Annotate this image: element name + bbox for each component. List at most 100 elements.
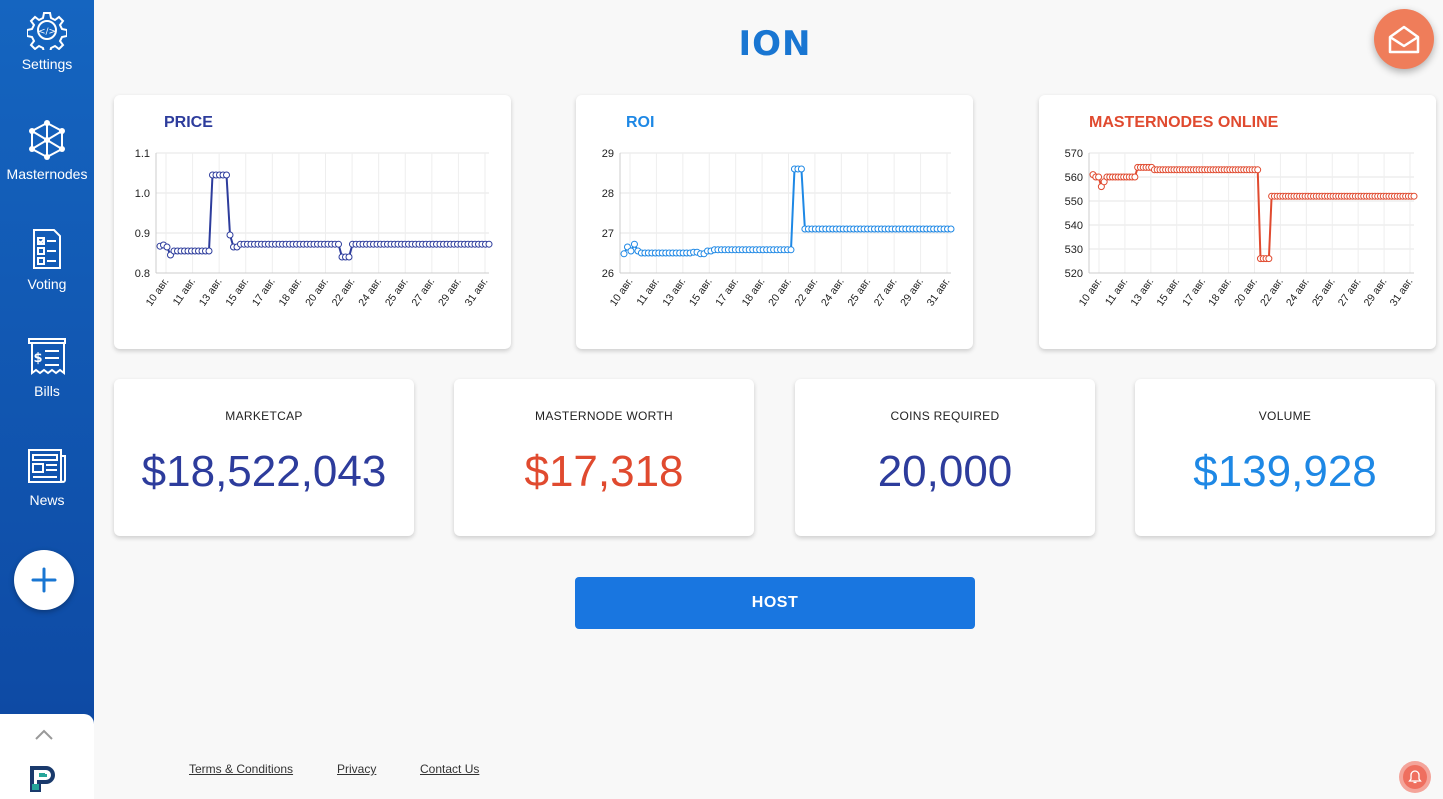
x-tick-label: 25 авг.	[1310, 276, 1338, 309]
notification-button[interactable]	[1399, 761, 1431, 793]
sidebar-item-label: News	[29, 492, 65, 508]
x-tick-label: 31 авг.	[1388, 276, 1416, 309]
x-tick-label: 15 авг.	[1154, 276, 1182, 309]
gear-code-icon: </>	[27, 12, 67, 50]
x-tick-label: 24 авг.	[1284, 276, 1312, 309]
data-point	[1095, 173, 1103, 181]
data-point	[1265, 255, 1273, 263]
x-tick-label: 17 авг.	[713, 276, 741, 309]
x-tick-label: 10 авг.	[608, 276, 636, 309]
data-point	[1131, 173, 1139, 181]
x-tick-label: 11 авг.	[634, 276, 661, 308]
stat-label: VOLUME	[1258, 409, 1312, 423]
host-button[interactable]: HOST	[575, 577, 975, 629]
terms-link[interactable]: Terms & Conditions	[189, 762, 294, 776]
sidebar-item-settings[interactable]: </> Settings	[0, 10, 94, 72]
sidebar-item-label: Bills	[34, 383, 60, 399]
grid	[1088, 152, 1414, 274]
x-tick-label: 13 авг.	[197, 276, 225, 309]
newspaper-icon	[28, 449, 66, 483]
mail-button[interactable]	[1374, 9, 1434, 69]
x-tick-label: 18 авг.	[276, 276, 304, 309]
chart-title: PRICE	[164, 114, 213, 131]
stat-card-marketcap: MARKETCAP $18,522,043	[114, 379, 414, 536]
stat-value: $139,928	[1193, 447, 1377, 496]
x-tick-label: 31 авг.	[463, 276, 491, 309]
y-tick-label: 1.0	[135, 188, 150, 200]
y-tick-label: 1.1	[135, 148, 150, 160]
y-tick-label: 26	[602, 268, 614, 280]
x-tick-label: 15 авг.	[223, 276, 251, 309]
chevron-up-icon[interactable]	[33, 728, 55, 742]
x-tick-label: 22 авг.	[792, 276, 820, 309]
sidebar-item-news[interactable]: News	[0, 446, 94, 508]
y-tick-label: 560	[1065, 172, 1083, 184]
checklist-icon	[33, 229, 61, 269]
grid	[155, 152, 489, 274]
x-tick-label: 24 авг.	[356, 276, 384, 309]
stat-card-volume: VOLUME $139,928	[1135, 379, 1435, 536]
chart-title: ROI	[626, 114, 655, 131]
plus-icon	[31, 567, 57, 593]
series-line	[623, 168, 951, 255]
y-tick-label: 530	[1065, 244, 1083, 256]
x-tick-label: 29 авг.	[1362, 276, 1390, 309]
y-tick-label: 29	[602, 148, 614, 160]
x-tick-label: 22 авг.	[1258, 276, 1286, 309]
x-tick-label: 20 авг.	[303, 276, 331, 309]
mail-icon	[1388, 25, 1420, 54]
y-tick-label: 0.9	[135, 228, 150, 240]
sidebar-item-voting[interactable]: Voting	[0, 228, 94, 292]
y-tick-label: 28	[602, 188, 614, 200]
y-tick-label: 550	[1065, 196, 1083, 208]
sidebar-item-bills[interactable]: $ Bills	[0, 337, 94, 399]
data-point	[345, 253, 353, 261]
x-tick-label: 10 авг.	[144, 276, 172, 309]
stat-value: $18,522,043	[141, 447, 387, 496]
contact-link[interactable]: Contact Us	[420, 762, 480, 776]
x-tick-label: 27 авг.	[872, 276, 900, 309]
x-tick-label: 17 авг.	[1180, 276, 1208, 309]
price-chart-card: PRICE 0.8 0.9 1.0 1.1 10 авг. 11 авг. 13 авг. 1…	[114, 95, 511, 349]
sidebar-item-label: Settings	[21, 56, 73, 72]
y-tick-label: 570	[1065, 148, 1083, 160]
data-point	[163, 243, 171, 251]
sidebar-item-label: Voting	[27, 276, 67, 292]
price-chart: 0.8 0.9 1.0 1.1 10 авг. 11 авг.13 авг.15 авг.…	[135, 148, 493, 309]
data-point	[205, 247, 213, 255]
y-tick-label: 0.8	[135, 268, 150, 280]
x-tick-label: 29 авг.	[436, 276, 464, 309]
sidebar-footer	[0, 714, 94, 799]
sidebar-item-masternodes[interactable]: Masternodes	[0, 120, 94, 182]
x-tick-label: 24 авг.	[819, 276, 847, 309]
svg-text:$: $	[33, 351, 42, 366]
data-point	[1254, 166, 1262, 174]
x-tick-label: 13 авг.	[1128, 276, 1156, 309]
x-tick-label: 10 авг.	[1077, 276, 1105, 309]
masternodes-chart-card: MASTERNODES ONLINE 520 530 540 550 560 570 10 …	[1039, 95, 1436, 349]
x-tick-label: 25 авг.	[845, 276, 873, 309]
x-tick-label: 13 авг.	[660, 276, 688, 309]
x-tick-label: 11 авг.	[171, 276, 198, 308]
data-point	[485, 240, 493, 248]
network-node-icon	[29, 120, 65, 160]
stat-value: 20,000	[877, 447, 1013, 496]
x-tick-label: 22 авг.	[330, 276, 358, 309]
privacy-link[interactable]: Privacy	[337, 762, 377, 776]
page-title: ION	[738, 24, 812, 64]
sidebar-item-label: Masternodes	[6, 166, 88, 182]
data-point	[223, 171, 230, 179]
x-tick-label: 18 авг.	[740, 276, 768, 309]
y-tick-label: 540	[1065, 220, 1083, 232]
data-point	[335, 240, 342, 248]
stat-label: MARKETCAP	[225, 409, 303, 423]
data-point	[226, 231, 234, 239]
x-tick-label: 29 авг.	[898, 276, 926, 309]
add-button[interactable]	[14, 550, 74, 610]
x-tick-label: 20 авг.	[766, 276, 794, 309]
data-point	[630, 240, 638, 248]
brand-logo-icon	[30, 766, 55, 792]
x-tick-label: 18 авг.	[1206, 276, 1234, 309]
bell-icon	[1408, 770, 1422, 784]
stat-card-masternode-worth: MASTERNODE WORTH $17,318	[454, 379, 754, 536]
